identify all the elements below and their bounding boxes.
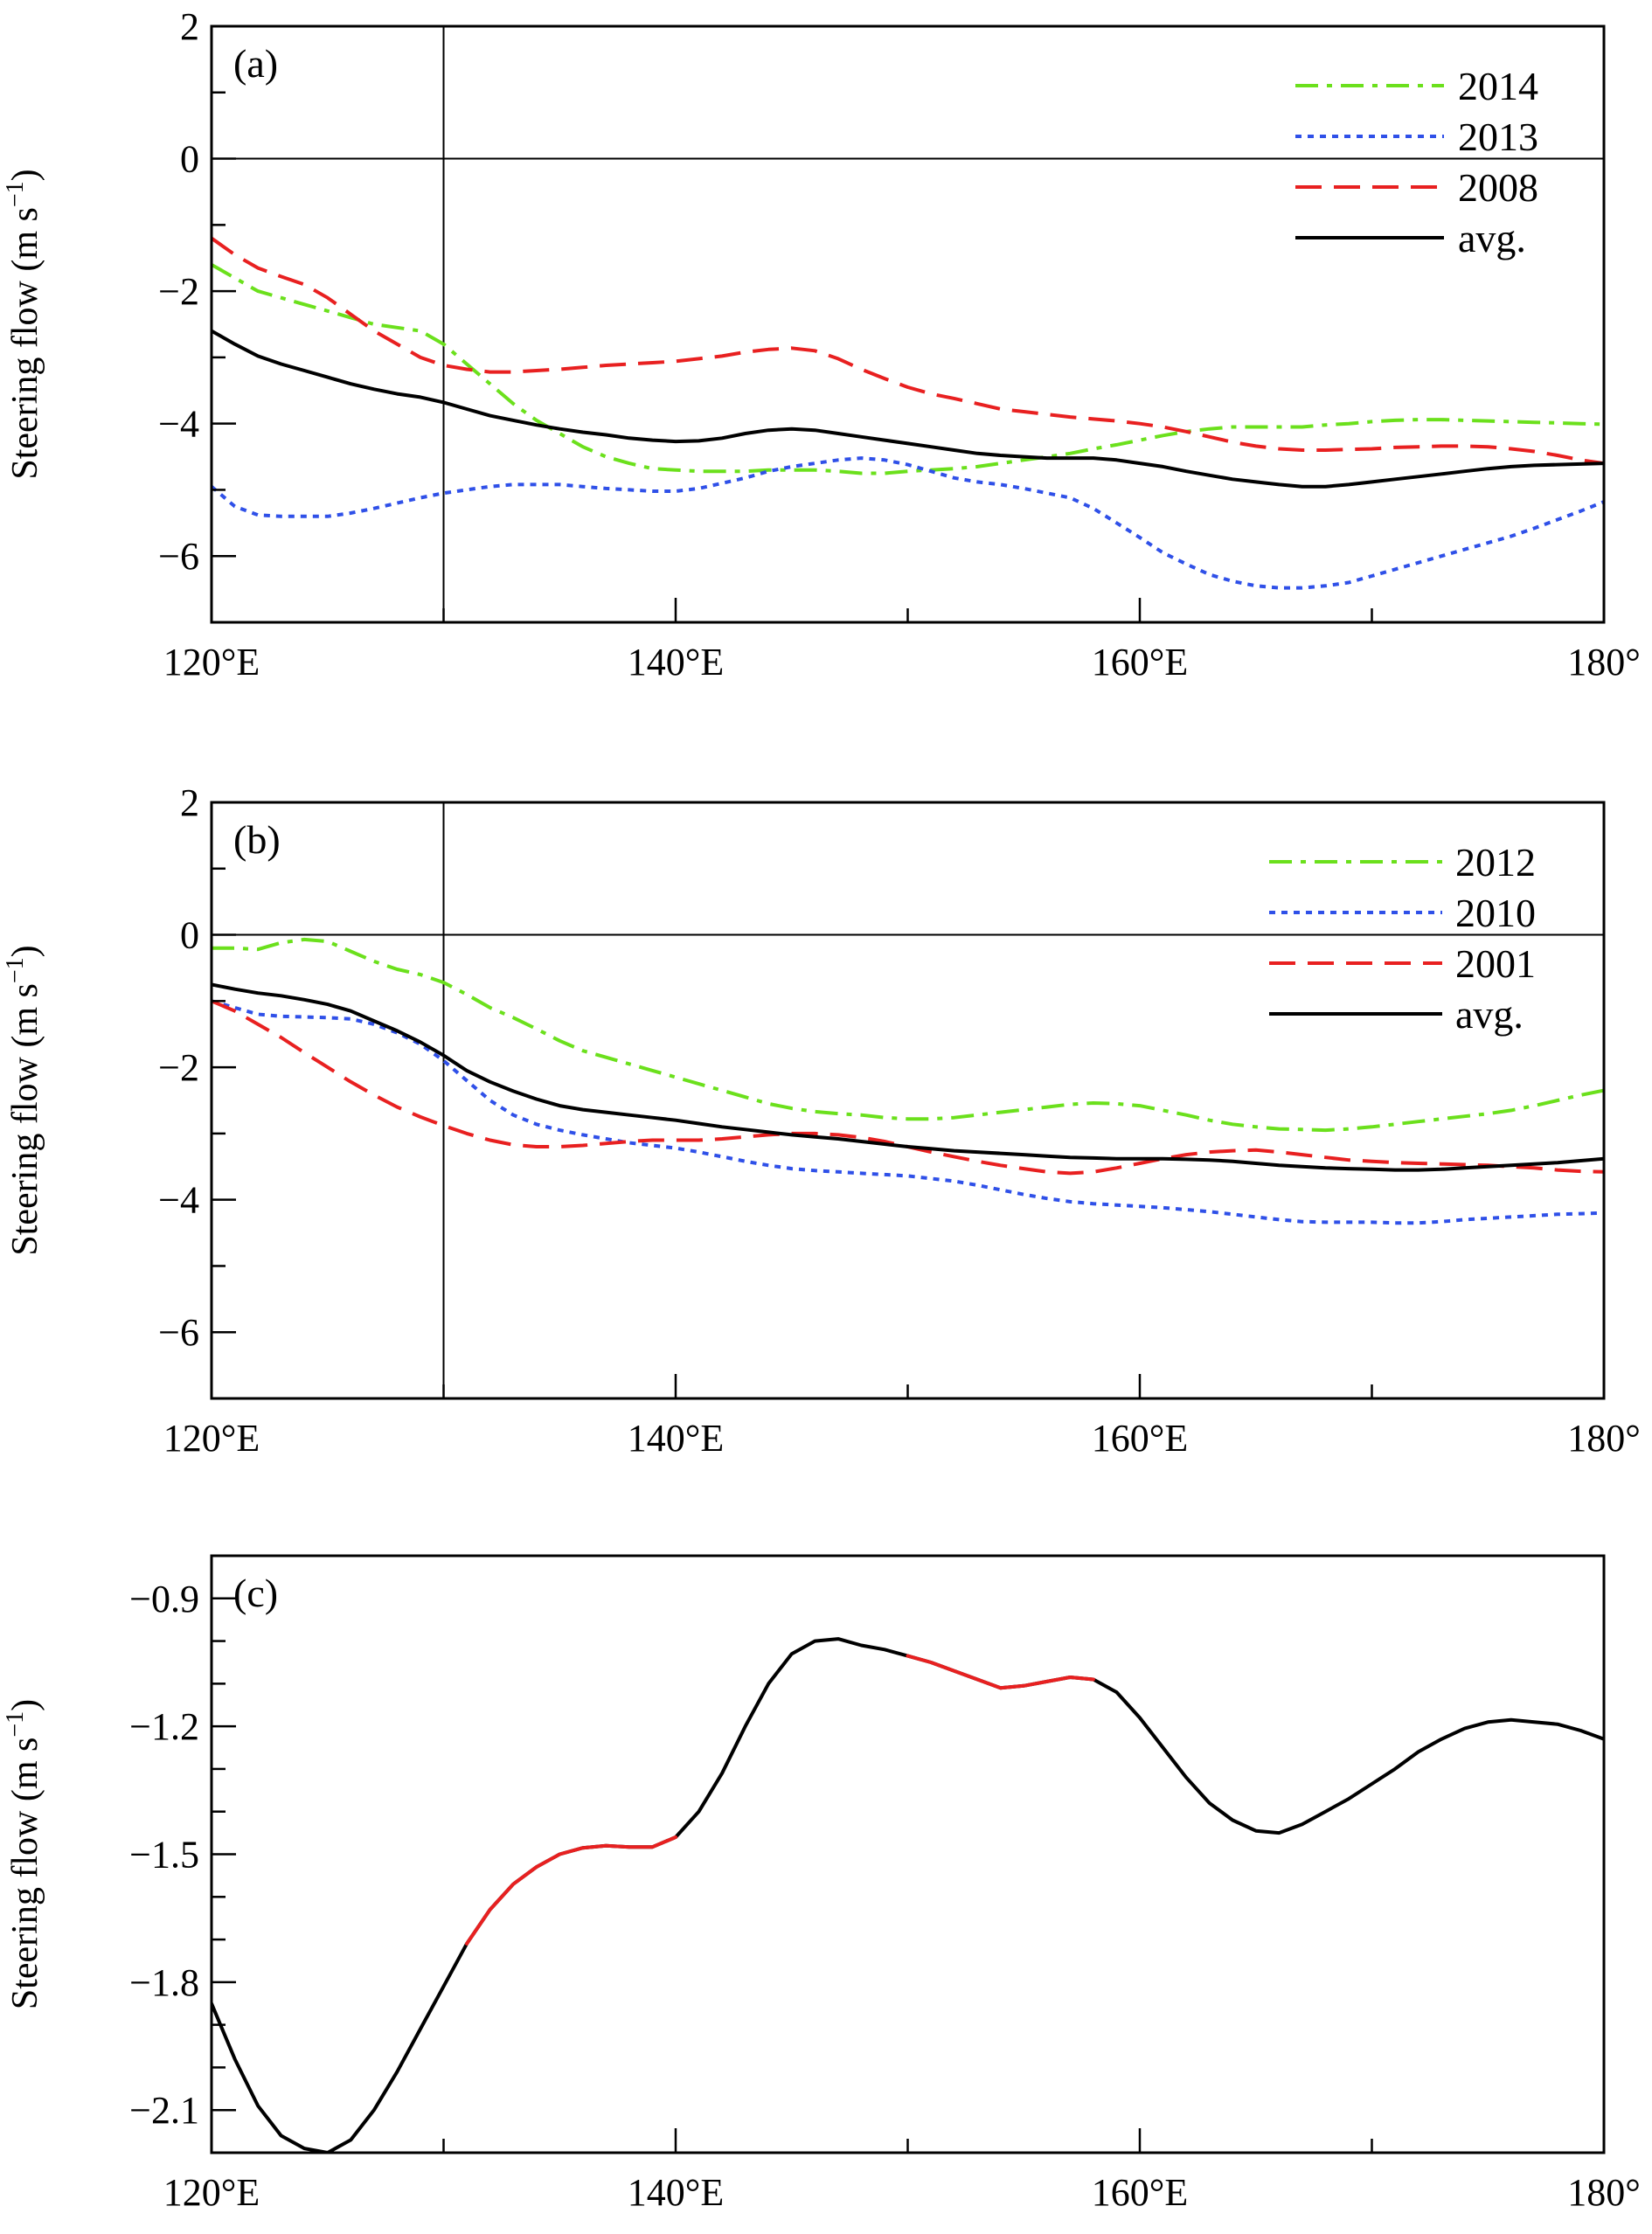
data-lines: [212, 236, 1604, 590]
series-line-2012: [212, 937, 1604, 1133]
y-axis-title: Steering flow (m s−1): [2, 945, 45, 1255]
panel-label: (c): [233, 1571, 278, 1615]
data-lines: [212, 937, 1604, 1225]
x-tick-label: 180°: [1567, 2171, 1641, 2214]
significant-segment-2: [906, 1654, 1095, 1690]
y-tick-label: 0: [180, 914, 199, 957]
x-tick-label: 180°: [1567, 641, 1641, 683]
y-axis-title-main: Steering flow (m s: [5, 1738, 45, 2009]
legend-label-avg: avg.: [1455, 992, 1524, 1037]
y-tick-label: −2: [158, 1046, 199, 1089]
y-axis-title-main: Steering flow (m s: [5, 983, 45, 1255]
series-line-avg: [212, 329, 1604, 489]
panel-a: 2 0 −2 −4 −6 120°E 140°E 160°E 180° (a) Steering f…: [2, 5, 1641, 683]
series-line-2014: [212, 263, 1604, 475]
y-axis-title-close: ): [5, 169, 45, 181]
y-tick-label: −2: [158, 270, 199, 313]
y-axis-title: Steering flow (m s−1): [2, 169, 45, 479]
series-line-avg: [212, 982, 1604, 1172]
legend-label-2001: 2001: [1455, 941, 1536, 986]
x-tick-label: 120°E: [163, 2171, 260, 2214]
x-tick-label: 160°E: [1092, 2171, 1188, 2214]
y-tick-label: 0: [180, 138, 199, 181]
plot-frame: [210, 801, 1606, 1400]
y-tick-label: −6: [158, 535, 199, 578]
y-tick-label: 2: [180, 781, 199, 824]
panel-label: (a): [233, 41, 278, 86]
panel-b: 2 0 −2 −4 −6 120°E 140°E 160°E 180° (b) Steering f…: [2, 781, 1641, 1460]
plot-frame: [210, 24, 1606, 624]
y-tick-label: −6: [158, 1311, 199, 1354]
x-tick-label: 180°: [1567, 1417, 1641, 1460]
legend-label-2010: 2010: [1455, 891, 1536, 935]
y-axis-title: Steering flow (m s−1): [2, 1699, 45, 2009]
y-axis-title-unit-exponent: −1: [2, 181, 29, 207]
y-tick-label: −1.8: [129, 1961, 199, 2004]
y-tick-label: 2: [180, 5, 199, 48]
legend-label-2008: 2008: [1458, 165, 1538, 210]
panel-label: (b): [233, 817, 281, 862]
y-axis-title-unit-exponent: −1: [2, 1711, 29, 1738]
y-axis-title-main: Steering flow (m s: [5, 207, 45, 479]
y-tick-label: −4: [158, 1179, 199, 1222]
significant-segment-1: [465, 1835, 677, 1946]
x-tick-label: 140°E: [628, 2171, 724, 2214]
y-tick-label: −1.2: [129, 1705, 199, 1748]
y-axis-title-unit-exponent: −1: [2, 957, 29, 983]
series-line-2013: [212, 456, 1604, 590]
series-line-2008: [212, 236, 1604, 466]
plot-frame: [210, 1554, 1606, 2154]
x-tick-label: 160°E: [1092, 641, 1188, 683]
series-line-difference: [212, 1637, 1604, 2153]
y-tick-label: −4: [158, 403, 199, 446]
y-tick-label: −0.9: [129, 1578, 199, 1620]
x-tick-label: 160°E: [1092, 1417, 1188, 1460]
legend: 2014 2013 2008 avg.: [1295, 64, 1538, 260]
legend-label-avg: avg.: [1458, 216, 1526, 260]
y-tick-label: −2.1: [129, 2089, 199, 2132]
x-tick-label: 120°E: [163, 1417, 260, 1460]
legend-label-2014: 2014: [1458, 64, 1538, 108]
y-tick-label: −1.5: [129, 1834, 199, 1877]
series-line-2010: [212, 999, 1604, 1225]
y-axis-title-close: ): [5, 1699, 45, 1711]
panel-c: −0.9 −1.2 −1.5 −1.8 −2.1 120°E 140°E 160°E 180° (…: [2, 1554, 1641, 2214]
x-tick-label: 140°E: [628, 1417, 724, 1460]
x-tick-label: 120°E: [163, 641, 260, 683]
legend-label-2013: 2013: [1458, 114, 1538, 159]
x-tick-label: 140°E: [628, 641, 724, 683]
legend: 2012 2010 2001 avg.: [1269, 840, 1536, 1037]
data-lines: [212, 1637, 1604, 2153]
y-axis-title-close: ): [5, 945, 45, 957]
legend-label-2012: 2012: [1455, 840, 1536, 885]
